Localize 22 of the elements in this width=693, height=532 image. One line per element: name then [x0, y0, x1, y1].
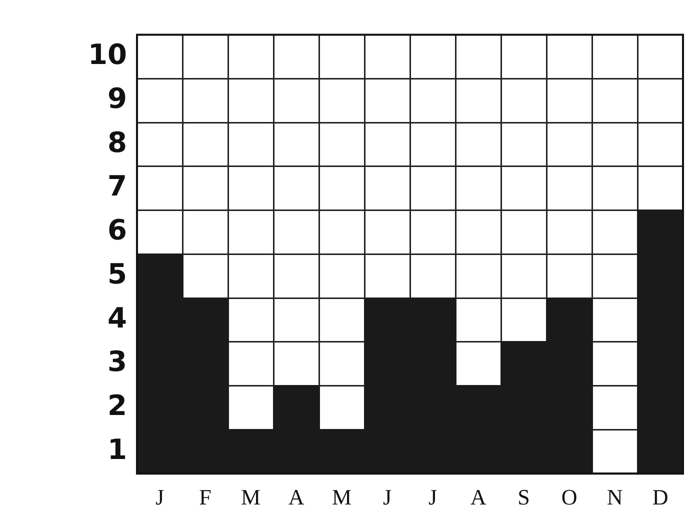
- x-tick-label: A: [288, 484, 304, 510]
- x-tick-label: J: [155, 484, 164, 510]
- x-tick-label: F: [199, 484, 212, 510]
- x-tick-label: S: [518, 484, 530, 510]
- x-tick-label: A: [470, 484, 486, 510]
- y-tick-label: 9: [108, 82, 127, 115]
- y-tick-label: 4: [108, 301, 127, 334]
- y-tick-label: 7: [108, 170, 127, 203]
- y-tick-label: 1: [108, 432, 127, 466]
- x-tick-label: O: [561, 484, 578, 510]
- y-tick-label: 8: [108, 126, 127, 159]
- y-tick-label: 5: [108, 257, 127, 290]
- y-tick-label: 2: [108, 389, 127, 422]
- y-tick-label: 3: [108, 345, 127, 378]
- y-tick-label: 10: [88, 38, 127, 72]
- x-tick-label: N: [606, 484, 623, 510]
- y-tick-label: 6: [108, 214, 127, 247]
- x-tick-label: M: [240, 484, 261, 510]
- x-tick-label: J: [428, 484, 438, 510]
- x-tick-label: J: [382, 484, 392, 510]
- x-tick-label: M: [332, 484, 352, 510]
- x-tick-label: D: [652, 484, 668, 510]
